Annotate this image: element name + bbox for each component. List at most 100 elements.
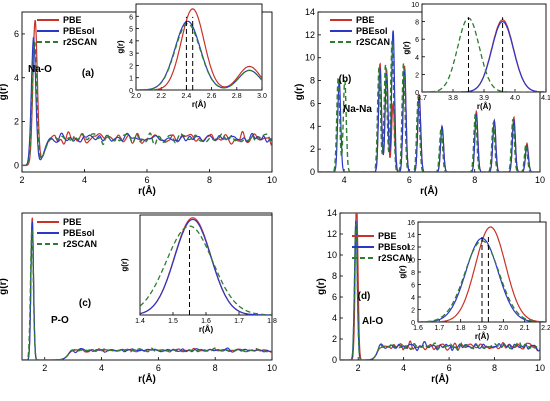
- legend-entry: r2SCAN: [356, 37, 390, 47]
- x-tick-label: 6: [144, 175, 149, 185]
- y-axis-label: g(r): [294, 84, 305, 101]
- legend-entry: PBE: [63, 15, 82, 25]
- y-tick-label: 10: [411, 2, 419, 9]
- y-tick-label: 3: [129, 51, 133, 58]
- series-r2scan-line: [340, 223, 540, 360]
- inset-frame: [421, 3, 547, 93]
- x-tick-label: 10: [267, 175, 277, 185]
- y-axis-label: g(r): [0, 84, 9, 101]
- y-tick-label: 0: [415, 90, 419, 97]
- x-tick-label: 4: [401, 363, 406, 373]
- inset-series-pbesol-line: [140, 218, 272, 315]
- y-tick-label: 6: [411, 283, 415, 290]
- y-tick-label: 4: [411, 295, 415, 302]
- pair-label: Na-O: [28, 64, 52, 75]
- y-tick-label: 1: [129, 76, 133, 83]
- y-tick-label: 0: [310, 167, 315, 177]
- inset-frame: [139, 214, 273, 316]
- x-tick-label: 10: [535, 363, 545, 373]
- y-tick-label: 14: [407, 233, 415, 240]
- y-axis-label: g(r): [116, 40, 125, 54]
- x-tick-label: 4: [342, 175, 347, 185]
- inset-series-r2scan-line: [140, 225, 272, 315]
- y-tick-label: 8: [411, 270, 415, 277]
- pair-label: Na-Na: [343, 104, 372, 115]
- pair-label: P-O: [51, 315, 69, 326]
- legend-entry: PBE: [378, 231, 397, 241]
- y-tick-label: 8: [310, 76, 315, 86]
- inset-series-r2scan-line: [422, 17, 546, 92]
- y-tick-label: 5: [129, 27, 133, 34]
- x-tick-label: 10: [267, 363, 277, 373]
- x-tick-label: 1.7: [434, 325, 444, 332]
- x-tick-label: 1.9: [477, 325, 487, 332]
- inset-b: 3.7 3.8 3.9 4.0 4.1 0 2 4 6 8 10 r(Å) g(r): [402, 2, 550, 111]
- x-tick-label: 2.0: [498, 325, 508, 332]
- y-tick-label: 0: [411, 320, 415, 327]
- y-tick-label: 8: [332, 271, 337, 281]
- panel-label: (a): [82, 68, 94, 79]
- y-tick-label: 2: [332, 334, 337, 344]
- legend-entry: r2SCAN: [378, 253, 412, 263]
- x-tick-label: 8: [207, 175, 212, 185]
- inset-c: 1.4 1.5 1.6 1.7 1.8 r(Å) g(r): [120, 214, 277, 334]
- y-tick-label: 12: [407, 245, 415, 252]
- legend-entry: PBEsol: [378, 242, 410, 252]
- y-tick-label: 2: [415, 72, 419, 79]
- x-axis-label: r(Å): [420, 184, 438, 197]
- panel-d: 2 4 6 8 10 0 2 4 6 8 10 12 14 r(Å) g(r) PBEPBEsolr2SCAN…: [316, 208, 550, 385]
- y-tick-label: 6: [310, 98, 315, 108]
- x-tick-label: 3.9: [479, 95, 489, 102]
- y-axis-label: g(r): [120, 258, 129, 272]
- x-tick-label: 6: [156, 363, 161, 373]
- y-tick-label: 4: [14, 73, 19, 83]
- inset-series-pbesol-line: [422, 20, 546, 92]
- series-r2scan-line: [22, 41, 272, 167]
- x-tick-label: 4.0: [510, 95, 520, 102]
- x-tick-label: 6: [407, 175, 412, 185]
- y-tick-label: 16: [407, 220, 415, 227]
- y-axis-label: g(r): [316, 278, 327, 295]
- legend-entry: r2SCAN: [63, 37, 97, 47]
- x-axis-label: r(Å): [138, 372, 156, 385]
- legend-entry: PBEsol: [63, 228, 95, 238]
- y-tick-label: 12: [327, 229, 337, 239]
- series-pbesol-line: [22, 221, 272, 360]
- y-tick-label: 6: [415, 37, 419, 44]
- x-axis-label: r(Å): [475, 332, 490, 341]
- x-tick-label: 1.5: [168, 318, 178, 325]
- x-tick-label: 3.0: [257, 93, 267, 100]
- inset-d: 1.6 1.7 1.8 1.9 2.0 2.1 2.2 0 2 4 6 8 10 12 14 16 r(Å) g(…: [398, 220, 550, 341]
- x-tick-label: 2: [356, 363, 361, 373]
- panel-a: 2 4 6 8 100246r(Å)g(r)PBEPBEsolr2SCAN(a)Na-O…: [0, 3, 277, 197]
- x-tick-label: 2: [19, 175, 24, 185]
- inset-series-pbesol-line: [136, 20, 262, 90]
- y-axis-label: g(r): [0, 278, 9, 295]
- x-tick-label: 4: [82, 175, 87, 185]
- x-tick-label: 1.4: [135, 318, 145, 325]
- y-tick-label: 4: [129, 39, 133, 46]
- x-tick-label: 8: [213, 363, 218, 373]
- legend-entry: r2SCAN: [63, 239, 97, 249]
- x-tick-label: 10: [535, 175, 545, 185]
- y-tick-label: 6: [129, 14, 133, 21]
- y-tick-label: 14: [327, 208, 337, 218]
- inset-a: 2.0 2.2 2.4 2.6 2.8 3.0 0 1 2 3 4 5 6 r(Å) g(r): [116, 3, 267, 109]
- x-axis-label: r(Å): [192, 100, 207, 109]
- y-tick-label: 14: [305, 7, 315, 17]
- x-tick-label: 2.2: [541, 325, 550, 332]
- y-tick-label: 2: [129, 63, 133, 70]
- inset-frame: [135, 3, 263, 91]
- y-axis-label: g(r): [398, 265, 407, 279]
- y-tick-label: 10: [305, 53, 315, 63]
- y-tick-label: 12: [305, 30, 315, 40]
- x-axis-label: r(Å): [138, 184, 156, 197]
- y-tick-label: 6: [332, 292, 337, 302]
- y-axis-label: g(r): [402, 41, 411, 55]
- x-tick-label: 8: [472, 175, 477, 185]
- y-tick-label: 10: [407, 258, 415, 265]
- x-tick-label: 6: [447, 363, 452, 373]
